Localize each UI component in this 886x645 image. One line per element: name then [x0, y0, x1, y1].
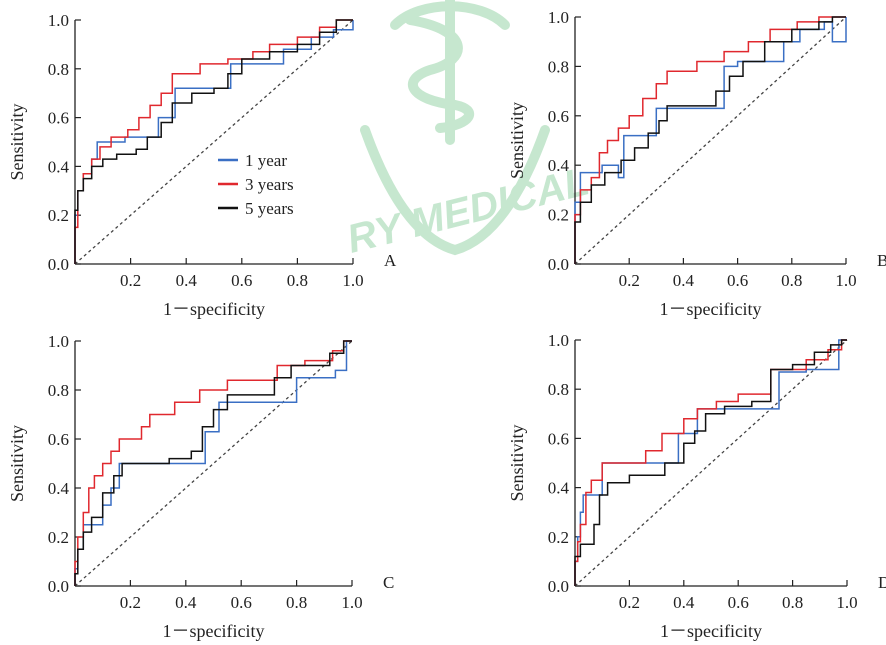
- x-tick-label: 1.0: [835, 271, 856, 290]
- x-tick-label: 0.2: [619, 593, 640, 612]
- legend-label: 3 years: [245, 175, 294, 194]
- x-axis-label: 1－specificity: [660, 299, 762, 319]
- reference-diagonal: [574, 16, 847, 265]
- series-line-5-years: [574, 339, 847, 586]
- y-tick-label: 0.2: [548, 528, 569, 547]
- legend-label: 1 year: [245, 151, 287, 170]
- reference-diagonal: [74, 340, 353, 587]
- x-tick-label: 0.8: [287, 271, 308, 290]
- y-tick-label: 0.0: [548, 577, 569, 596]
- caduceus-watermark-icon: [360, 0, 550, 256]
- x-tick-label: 0.8: [782, 593, 803, 612]
- panel-letter: D: [878, 573, 886, 592]
- x-tick-label: 0.6: [728, 593, 749, 612]
- series-line-5-years: [74, 340, 352, 586]
- y-tick-label: 1.0: [48, 332, 69, 351]
- y-tick-label: 0.4: [48, 157, 70, 176]
- roc-panel-d: 0.0 0.2 0.4 0.6 0.8 1.0 0.2 0.4 0.6 0.8 1.0 1－speci…: [507, 331, 886, 641]
- x-tick-label: 0.6: [231, 593, 252, 612]
- y-tick-label: 0.6: [548, 107, 569, 126]
- y-tick-label: 0.4: [548, 479, 570, 498]
- x-axis-label: 1－specificity: [163, 299, 265, 319]
- y-tick-label: 0.2: [48, 528, 69, 547]
- x-tick-label: 0.2: [120, 593, 141, 612]
- x-tick-label: 0.6: [231, 271, 252, 290]
- x-tick-label: 0.4: [673, 593, 695, 612]
- reference-diagonal: [574, 339, 848, 587]
- y-tick-label: 0.8: [48, 60, 69, 79]
- series-line-3-years: [574, 339, 847, 586]
- x-axis-label: 1－specificity: [660, 621, 762, 641]
- x-tick-label: 1.0: [342, 271, 363, 290]
- y-tick-label: 1.0: [48, 11, 69, 30]
- x-tick-label: 0.4: [175, 593, 197, 612]
- reference-diagonal: [74, 19, 354, 265]
- y-axis-label: Sensitivity: [7, 425, 27, 502]
- series-line-5-years: [574, 16, 846, 264]
- panel-letter: B: [877, 251, 886, 270]
- y-tick-label: 0.6: [48, 430, 69, 449]
- x-tick-label: 0.6: [727, 271, 748, 290]
- y-tick-label: 0.6: [548, 429, 569, 448]
- x-tick-label: 0.4: [673, 271, 695, 290]
- panel-letter: A: [384, 251, 397, 270]
- y-tick-label: 1.0: [548, 8, 569, 27]
- roc-panel-a: 0.0 0.2 0.4 0.6 0.8 1.0 0.2 0.4 0.6 0.8 1.0 1－speci…: [7, 11, 397, 319]
- x-tick-label: 0.8: [286, 593, 307, 612]
- y-tick-label: 0.0: [48, 577, 69, 596]
- legend-label: 5 years: [245, 199, 294, 218]
- y-tick-label: 0.6: [48, 109, 69, 128]
- roc-panel-b: 0.0 0.2 0.4 0.6 0.8 1.0 0.2 0.4 0.6 0.8 1.0 1－speci…: [507, 8, 886, 319]
- y-tick-label: 0.2: [48, 206, 69, 225]
- y-tick-label: 0.4: [48, 479, 70, 498]
- series-line-1-year: [574, 17, 847, 264]
- x-axis-label: 1－specificity: [163, 621, 265, 641]
- y-tick-label: 0.8: [48, 381, 69, 400]
- y-axis-label: Sensitivity: [7, 103, 27, 180]
- x-tick-label: 0.4: [176, 271, 198, 290]
- roc-panel-c: 0.0 0.2 0.4 0.6 0.8 1.0 0.2 0.4 0.6 0.8 1.0 1－speci…: [7, 332, 394, 641]
- y-axis-label: Sensitivity: [507, 424, 527, 501]
- y-tick-label: 0.2: [548, 206, 569, 225]
- y-tick-label: 0.0: [48, 255, 69, 274]
- y-tick-label: 0.8: [548, 57, 569, 76]
- panel-letter: C: [383, 573, 394, 592]
- x-tick-label: 1.0: [341, 593, 362, 612]
- y-tick-label: 1.0: [548, 331, 569, 350]
- x-tick-label: 0.2: [120, 271, 141, 290]
- x-tick-label: 0.8: [781, 271, 802, 290]
- y-tick-label: 0.0: [548, 255, 569, 274]
- x-tick-label: 1.0: [836, 593, 857, 612]
- series-line-3-years: [74, 340, 352, 586]
- x-tick-label: 0.2: [619, 271, 640, 290]
- y-tick-label: 0.4: [548, 156, 570, 175]
- series-line-3-years: [574, 16, 846, 264]
- y-tick-label: 0.8: [548, 380, 569, 399]
- series-line-5-years: [74, 19, 353, 264]
- y-axis-label: Sensitivity: [507, 102, 527, 179]
